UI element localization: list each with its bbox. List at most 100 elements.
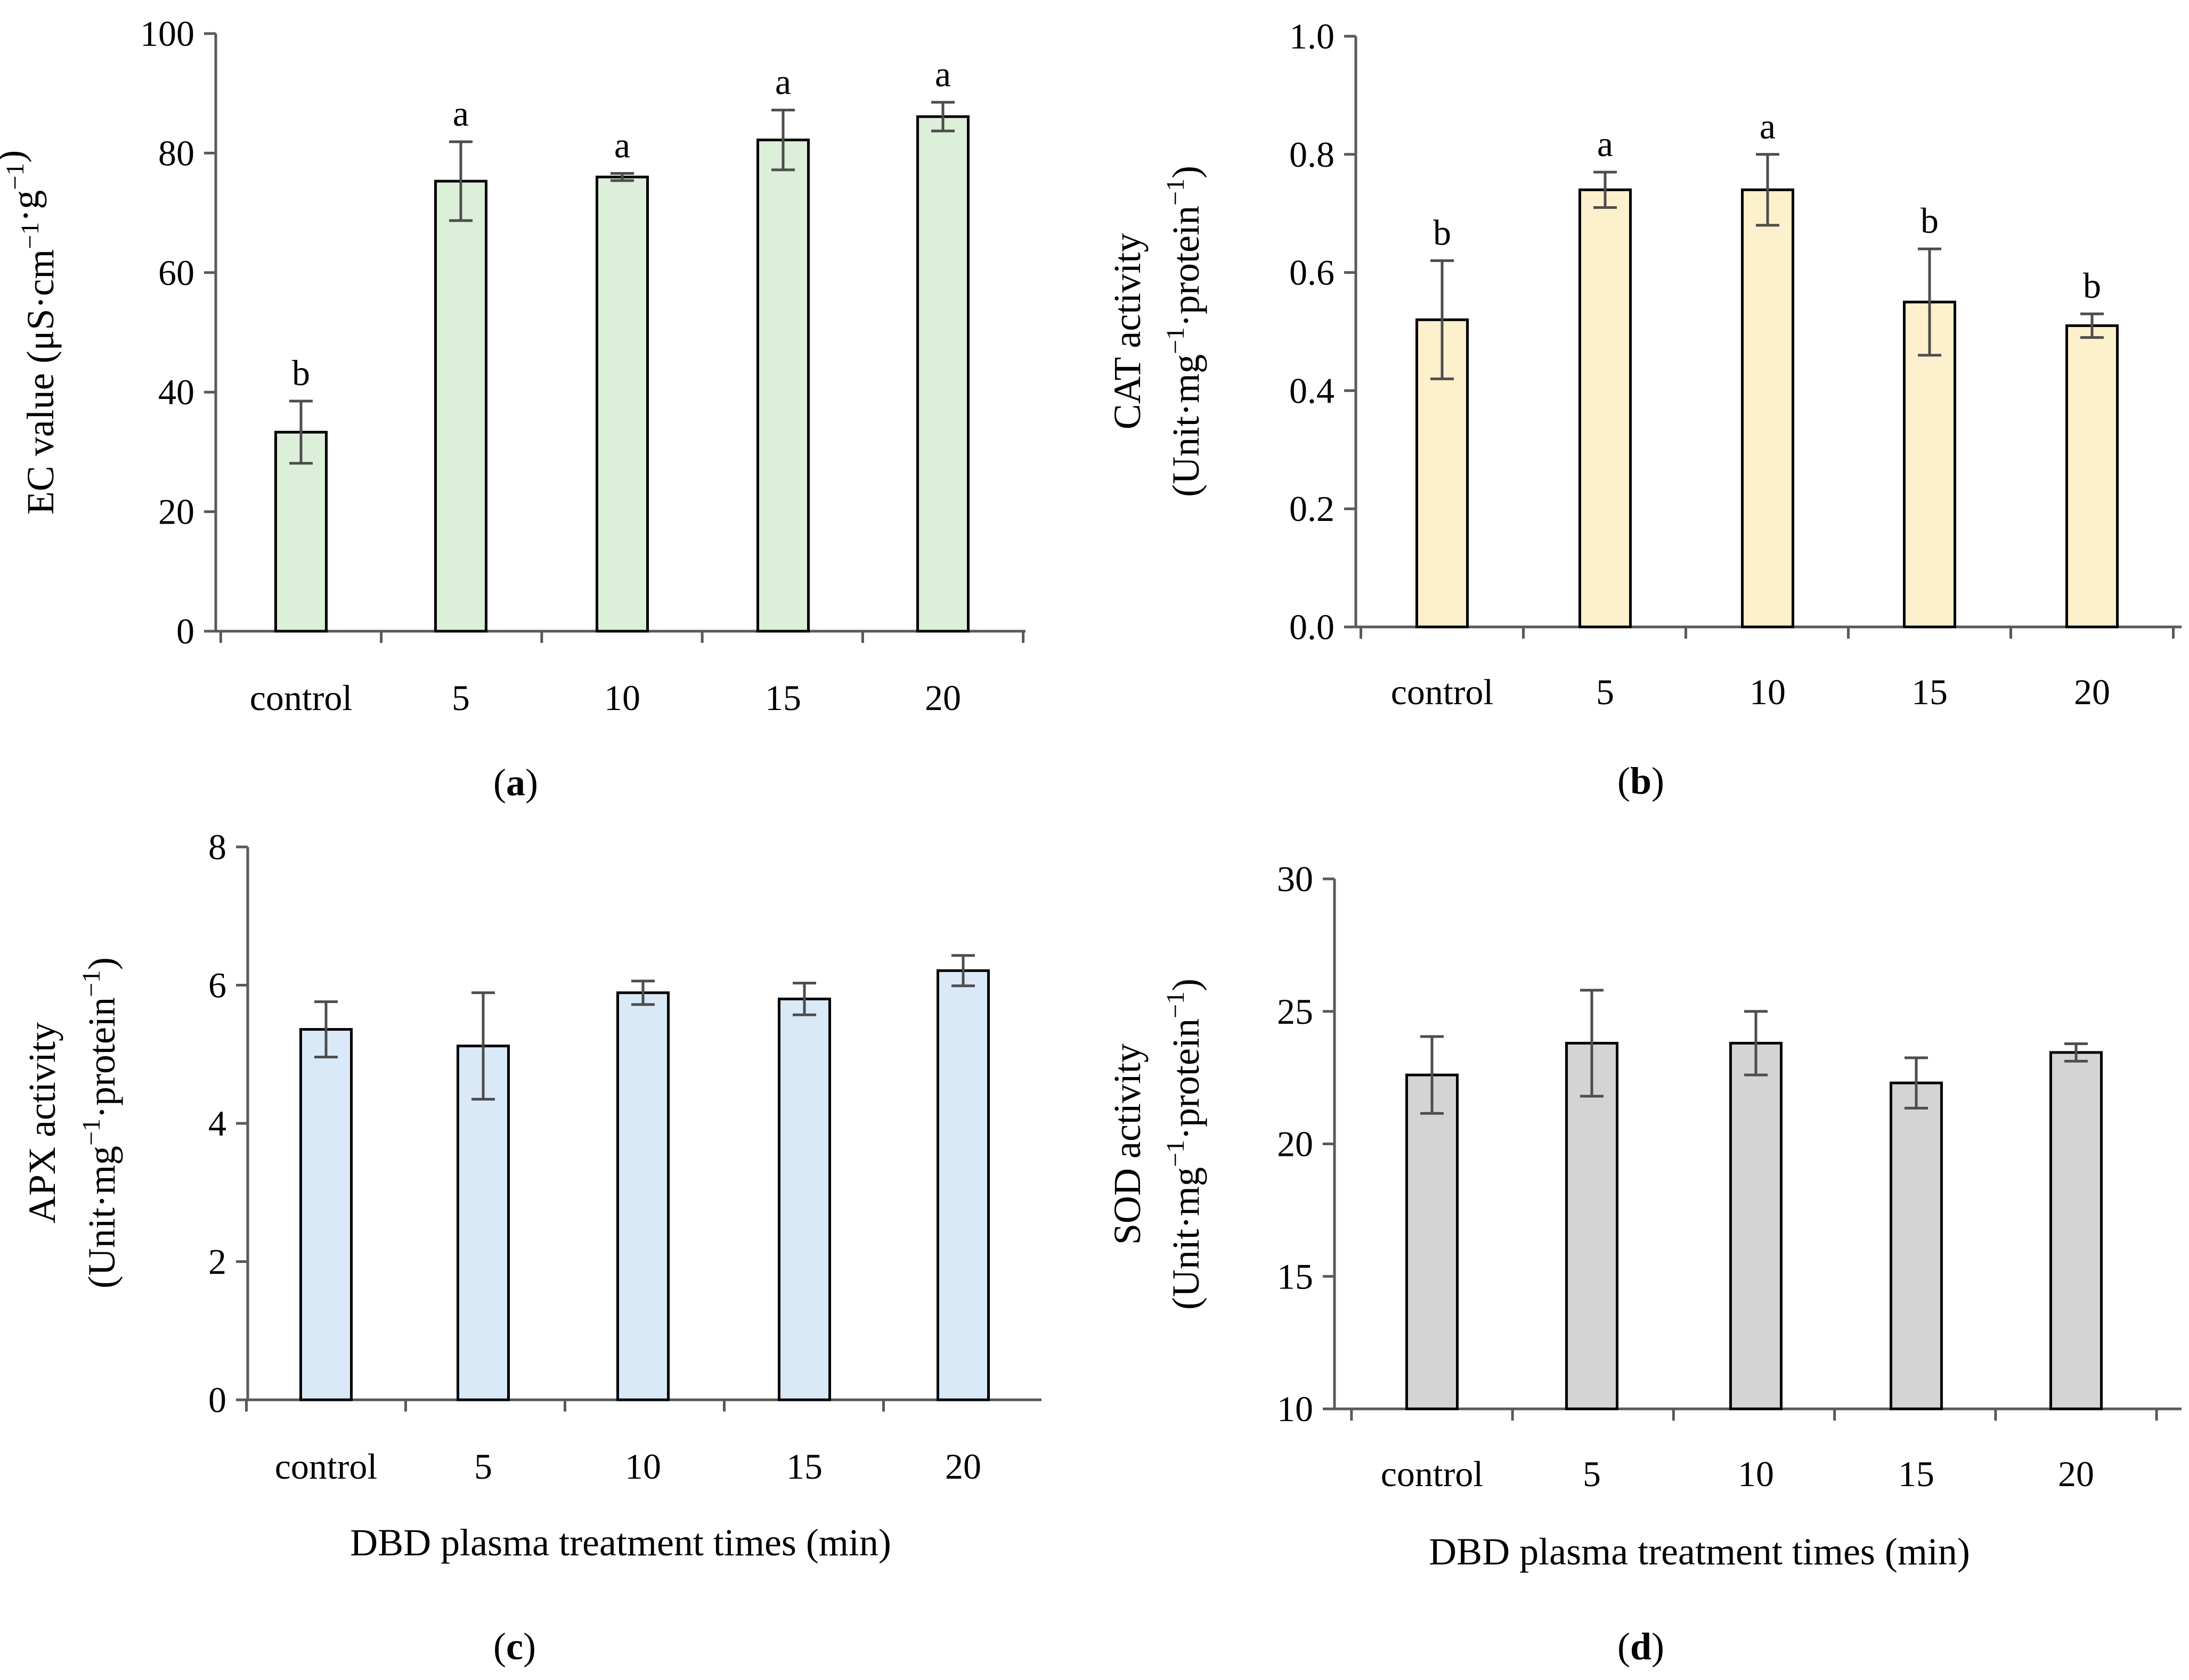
category-label: 15 <box>1898 1454 1934 1494</box>
category-label: 5 <box>1583 1454 1601 1494</box>
y-axis-title: EC value (μS·cm−1·g−1) <box>0 150 62 515</box>
panel-a: 0 20 40 60 80 100 control b 5 a 10 a 15 a 20 a EC value … <box>0 13 1026 804</box>
panel-letter: c <box>506 1625 523 1668</box>
category-label: control <box>1391 672 1494 712</box>
y-tick-label: 25 <box>1277 991 1313 1032</box>
bar-15 <box>1890 1081 1943 1410</box>
significance-letter: a <box>1760 106 1776 146</box>
bar-10 <box>616 991 670 1401</box>
panel-label: (b) <box>1617 760 1664 802</box>
y-axis-title-line1: CAT activity <box>1106 233 1149 430</box>
panel-label: (c) <box>493 1625 536 1668</box>
y-tick-label: 2 <box>208 1242 226 1282</box>
y-title-part: ·protein <box>1165 1018 1207 1140</box>
bar-20 <box>2049 1051 2103 1410</box>
x-axis-title: DBD plasma treatment times (min) <box>1429 1530 1970 1573</box>
y-axis-title-line1: APX activity <box>21 1022 63 1224</box>
y-tick-label: 1.0 <box>1289 16 1334 56</box>
panel-label: (a) <box>493 761 538 804</box>
bar-control <box>299 1028 353 1401</box>
y-tick-label: 8 <box>208 827 226 867</box>
y-tick-label: 0 <box>208 1380 226 1420</box>
y-tick-label: 6 <box>208 965 226 1006</box>
y-tick-label: 4 <box>208 1103 226 1144</box>
y-title-part: (Unit·mg <box>80 1146 123 1288</box>
significance-letter: b <box>1921 200 1939 241</box>
category-label: 10 <box>1738 1454 1774 1494</box>
y-tick-label: 0.8 <box>1289 134 1334 175</box>
significance-letter: a <box>614 125 630 166</box>
bar-10 <box>596 175 649 633</box>
bar-20 <box>916 115 970 633</box>
bar-control <box>1405 1073 1459 1410</box>
y-tick-label: 100 <box>140 13 194 54</box>
y-title-part: ·g <box>4 190 47 222</box>
significance-letter: a <box>453 93 469 134</box>
y-tick-label: 30 <box>1277 859 1313 899</box>
y-title-part: ·protein <box>1165 206 1207 327</box>
panel-b: 0.0 0.2 0.4 0.6 0.8 1.0 control b 5 a 10 a 15 b 20 b CAT… <box>1106 16 2182 802</box>
panel-letter: a <box>506 761 525 804</box>
bar-20 <box>937 969 990 1401</box>
category-label: 10 <box>1749 672 1786 712</box>
category-label: 10 <box>604 678 640 718</box>
y-tick-label: 0 <box>176 611 194 651</box>
y-tick-label: 60 <box>158 252 194 293</box>
y-title-superscript: −1 <box>16 222 44 249</box>
panel-paren-close: ) <box>523 1625 536 1668</box>
significance-letter: b <box>2083 265 2101 306</box>
x-axis-title: DBD plasma treatment times (min) <box>350 1521 891 1564</box>
y-tick-label: 0.2 <box>1289 488 1334 529</box>
bar-20 <box>2065 324 2119 629</box>
category-label: 5 <box>474 1446 492 1487</box>
panel-paren-open: ( <box>1617 760 1630 802</box>
y-tick-label: 20 <box>158 492 194 532</box>
panel-paren-open: ( <box>493 761 506 804</box>
y-tick-label: 0.4 <box>1289 370 1334 411</box>
y-tick-label: 10 <box>1277 1389 1313 1429</box>
y-tick-label: 40 <box>158 372 194 412</box>
category-label: 15 <box>765 678 801 718</box>
panel-label: (d) <box>1617 1625 1664 1668</box>
y-axis-title-line2: (Unit·mg−1·protein−1) <box>1161 166 1207 497</box>
significance-letter: b <box>292 353 310 393</box>
y-title-part: (Unit·mg <box>1165 354 1207 497</box>
category-label: 5 <box>1596 672 1614 712</box>
bar-15 <box>778 997 831 1401</box>
bar-5 <box>434 180 487 633</box>
y-title-superscript: −1 <box>77 970 105 997</box>
bar-control <box>274 430 328 633</box>
panel-letter: b <box>1630 760 1651 802</box>
category-label: 20 <box>2058 1454 2094 1494</box>
y-title-superscript: −1 <box>77 1119 105 1146</box>
y-title-superscript: −1 <box>1161 178 1190 206</box>
y-tick-label: 15 <box>1277 1256 1313 1296</box>
bar-10 <box>1729 1041 1783 1410</box>
category-label: 20 <box>945 1446 981 1487</box>
y-tick-label: 0.6 <box>1289 252 1334 293</box>
y-axis-title-line2: (Unit·mg−1·protein−1) <box>1161 978 1207 1310</box>
y-axis-title-line1: SOD activity <box>1106 1043 1149 1245</box>
significance-letter: a <box>935 54 951 94</box>
y-title-superscript: −1 <box>1161 1140 1190 1167</box>
significance-letter: a <box>775 62 791 102</box>
panel-d: 10 15 20 25 30 control 5 10 15 20 SOD activity (Uni… <box>1106 859 2182 1668</box>
category-label: control <box>250 678 353 718</box>
panel-paren-close: ) <box>525 761 538 804</box>
bar-5 <box>1578 188 1632 629</box>
category-label: 20 <box>2074 672 2110 712</box>
significance-letter: b <box>1433 212 1451 252</box>
category-label: 20 <box>925 678 961 718</box>
y-title-superscript: −1 <box>1 163 29 190</box>
panel-paren-open: ( <box>1617 1625 1630 1668</box>
category-label: 10 <box>625 1446 661 1487</box>
category-label: 15 <box>1911 672 1948 712</box>
panel-paren-open: ( <box>493 1625 506 1668</box>
panel-paren-close: ) <box>1651 1625 1664 1668</box>
y-axis-title-line2: (Unit·mg−1·protein−1) <box>77 957 123 1288</box>
category-label: 5 <box>452 678 470 718</box>
y-title-part: ) <box>80 957 123 970</box>
panel-letter: d <box>1630 1625 1651 1668</box>
significance-letter: a <box>1597 124 1613 164</box>
